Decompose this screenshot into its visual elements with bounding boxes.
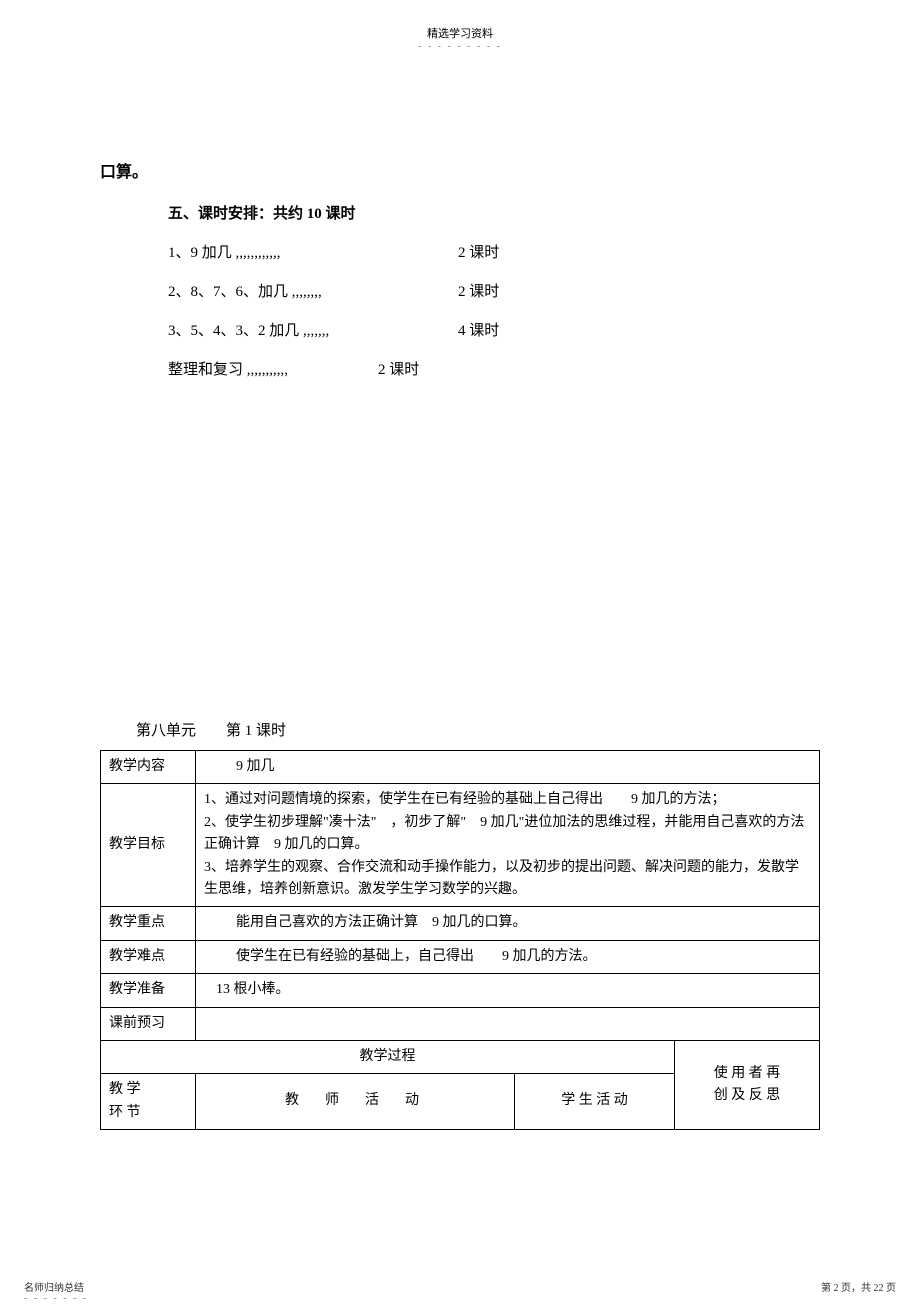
schedule-hours: 2 课时 [458,280,538,301]
row-label-content: 教学内容 [101,751,196,784]
row-label-prep: 教学准备 [101,974,196,1007]
schedule-label: 2、8、7、6、加几 ,,,,,,,, [168,280,458,301]
table-row: 教学过程 使 用 者 再 创 及 反 思 [101,1040,820,1073]
footer-left-sub: - - - - - - - [24,1293,88,1304]
schedule-header: 五、课时安排：共约 10 课时 [168,202,820,223]
schedule-hours: 2 课时 [458,241,538,262]
lesson-plan-table: 教学内容 9 加几 教学目标 1、通过对问题情境的探索，使学生在已有经验的基础上… [100,750,820,1130]
process-header: 教学过程 [101,1040,675,1073]
row-value-prep: 13 根小棒。 [196,974,820,1007]
col-student-activity: 学 生 活 动 [515,1074,675,1130]
table-row: 课前预习 [101,1007,820,1040]
summary-label: 整理和复习 ,,,,,,,,,,, [168,358,378,379]
schedule-row: 2、8、7、6、加几 ,,,,,,,, 2 课时 [168,280,820,301]
row-label-difficulty: 教学难点 [101,940,196,973]
schedule-row: 1、9 加几 ,,,,,,,,,,,, 2 课时 [168,241,820,262]
col-teach-link: 教 学 环 节 [101,1074,196,1130]
footer-left-text: 名师归纳总结 [24,1279,84,1294]
row-label-preview: 课前预习 [101,1007,196,1040]
summary-hours: 2 课时 [378,358,458,379]
schedule-hours: 4 课时 [458,319,538,340]
schedule-label: 3、5、4、3、2 加几 ,,,,,,, [168,319,458,340]
schedule-label: 1、9 加几 ,,,,,,,,,,,, [168,241,458,262]
row-value-difficulty: 使学生在已有经验的基础上，自己得出 9 加几的方法。 [196,940,820,973]
row-value-content: 9 加几 [196,751,820,784]
table-row: 教学重点 能用自己喜欢的方法正确计算 9 加几的口算。 [101,907,820,940]
row-value-preview [196,1007,820,1040]
row-value-goal: 1、通过对问题情境的探索，使学生在已有经验的基础上自己得出 9 加几的方法； 2… [196,784,820,907]
summary-row: 整理和复习 ,,,,,,,,,,, 2 课时 [168,358,820,379]
col-teacher-activity: 教 师 活 动 [196,1074,515,1130]
page-header-sub: - - - - - - - - - [0,41,920,52]
main-content: 口算。 五、课时安排：共约 10 课时 1、9 加几 ,,,,,,,,,,,, … [0,52,920,1130]
section-title-kousuan: 口算。 [100,158,820,182]
table-row: 教学内容 9 加几 [101,751,820,784]
footer-page-number: 第 2 页，共 22 页 [821,1279,896,1294]
table-row: 教学目标 1、通过对问题情境的探索，使学生在已有经验的基础上自己得出 9 加几的… [101,784,820,907]
row-label-goal: 教学目标 [101,784,196,907]
unit-header: 第八单元 第 1 课时 [136,719,820,740]
row-label-focus: 教学重点 [101,907,196,940]
col-user-reflect: 使 用 者 再 创 及 反 思 [675,1040,820,1129]
table-row: 教学难点 使学生在已有经验的基础上，自己得出 9 加几的方法。 [101,940,820,973]
schedule-row: 3、5、4、3、2 加几 ,,,,,,, 4 课时 [168,319,820,340]
page-header: 精选学习资料 [0,0,920,41]
table-row: 教学准备 13 根小棒。 [101,974,820,1007]
row-value-focus: 能用自己喜欢的方法正确计算 9 加几的口算。 [196,907,820,940]
